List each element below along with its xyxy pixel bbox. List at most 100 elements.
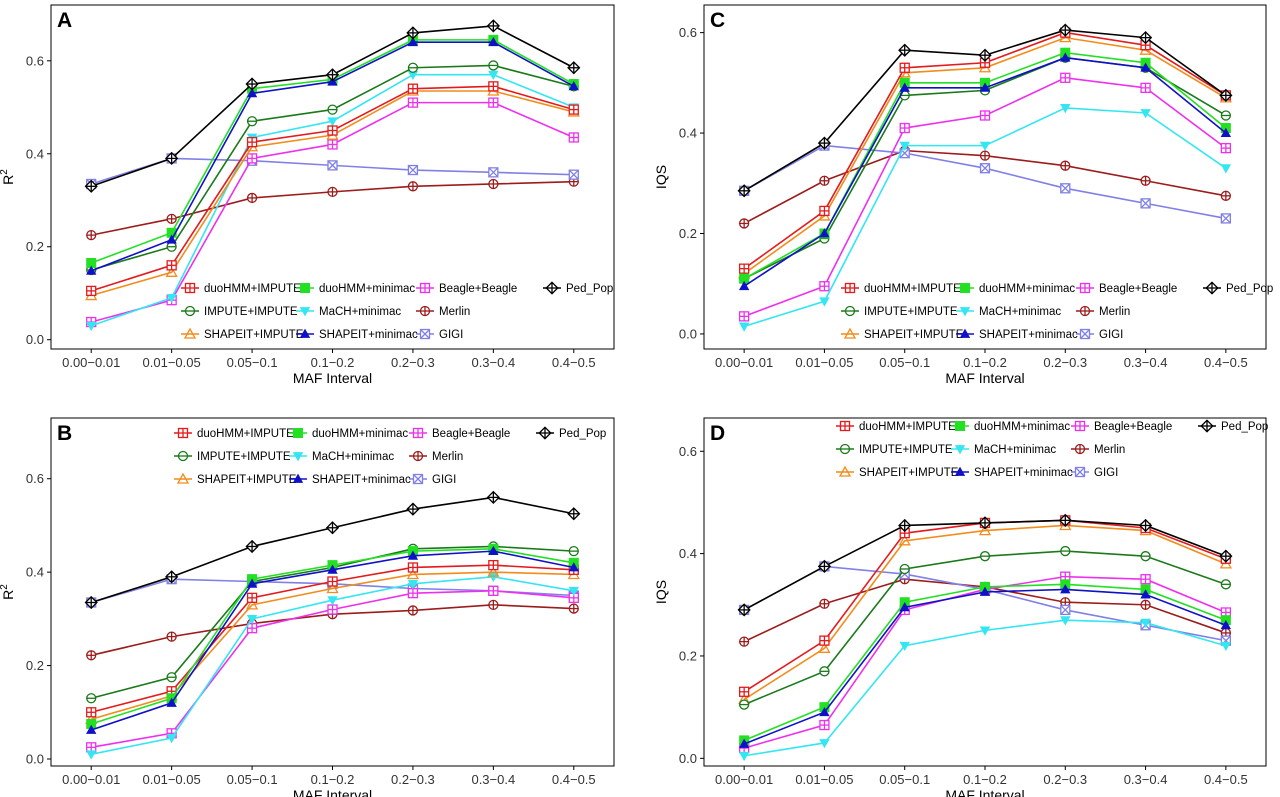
legend-swatch-marker [1205, 281, 1219, 295]
data-point [567, 61, 581, 75]
data-point [487, 565, 500, 577]
legend-swatch-marker [419, 305, 431, 317]
series-ped-pop [737, 513, 1233, 617]
y-axis-label-superscript: 2 [0, 584, 10, 590]
series-line [90, 571, 574, 721]
series-shapeit-minimac [86, 36, 579, 275]
legend-label: Merlin [432, 451, 463, 463]
legend-swatch-marker [1200, 419, 1214, 433]
data-point [407, 605, 419, 616]
legend-swatch-marker [843, 327, 857, 339]
x-tick-label: 0.00−0.01 [62, 355, 120, 370]
legend-item: Ped_Pop [536, 426, 606, 440]
x-tick-label: 0.00−0.01 [62, 772, 120, 787]
legend-label: SHAPEIT+minimac [974, 467, 1073, 479]
legend-item: duoHMM+IMPUTE [836, 420, 956, 433]
legend-item: duoHMM+minimac [296, 283, 415, 295]
data-point [819, 666, 830, 677]
data-point [86, 750, 97, 760]
data-point [899, 563, 910, 575]
y-axis-label: IQS [653, 580, 669, 604]
legend-swatch-marker [300, 283, 310, 293]
y-tick-label: 0.2 [26, 239, 44, 254]
series-duohmm-minimac [739, 579, 1231, 746]
x-axis-label: MAF Interval [293, 370, 372, 386]
data-point [407, 36, 419, 47]
plot-frame [50, 4, 615, 350]
series-shapeit-impute [85, 565, 580, 724]
legend-swatch-marker [1079, 282, 1091, 294]
data-point [407, 62, 419, 73]
data-point [1140, 198, 1151, 209]
data-point [488, 167, 499, 178]
data-point [1060, 104, 1071, 114]
y-tick-label: 0.6 [679, 444, 697, 459]
legend-swatch-marker [839, 443, 851, 455]
series-mach-minimac [86, 572, 579, 760]
data-point [1060, 584, 1071, 594]
legend-label: SHAPEIT+IMPUTE [864, 329, 964, 341]
series-line [743, 519, 1227, 693]
legend-item: Merlin [1071, 443, 1125, 456]
legend-item: SHAPEIT+minimac [296, 328, 418, 341]
legend-item: Merlin [416, 305, 470, 318]
legend: duoHMM+IMPUTE duoHMM+minimac Beagle+Beagle… [836, 419, 1268, 479]
data-point [488, 599, 499, 610]
legend-swatch-marker [412, 450, 424, 462]
legend-label: duoHMM+IMPUTE [864, 283, 961, 295]
data-point [245, 598, 259, 610]
legend-swatch-marker [1074, 443, 1086, 455]
data-point [817, 559, 832, 574]
series-beagle-beagle [738, 72, 1232, 322]
data-point [738, 738, 750, 748]
legend-label: MaCH+minimac [312, 451, 394, 463]
series-merlin [86, 176, 579, 241]
data-point [979, 586, 991, 596]
data-point [486, 19, 500, 33]
data-point [819, 228, 830, 238]
x-tick-label: 0.2−0.3 [391, 772, 435, 787]
data-point [166, 734, 177, 744]
data-point [738, 218, 750, 229]
data-point [165, 265, 178, 277]
data-point [1220, 127, 1232, 137]
legend-label: GIGI [432, 474, 456, 486]
data-point [738, 751, 750, 762]
legend-label: duoHMM+IMPUTE [197, 428, 294, 440]
data-point [567, 507, 581, 521]
legend-label: Beagle+Beagle [432, 428, 510, 440]
legend-label: Beagle+Beagle [439, 283, 517, 295]
series-line [743, 149, 1227, 225]
legend-label: SHAPEIT+minimac [319, 329, 418, 341]
data-point [898, 43, 912, 57]
data-point [738, 686, 750, 697]
data-point [737, 603, 751, 617]
x-tick-label: 0.05−0.1 [227, 355, 278, 370]
data-point [1220, 619, 1232, 630]
legend-label: Merlin [1094, 444, 1125, 456]
data-point [898, 534, 911, 546]
legend-item: IMPUTE+IMPUTE [174, 450, 291, 463]
legend-item: duoHMM+minimac [289, 428, 408, 440]
data-point [488, 545, 499, 556]
data-point [488, 70, 499, 81]
legend-swatch-marker [959, 307, 971, 317]
legend-label: duoHMM+minimac [319, 283, 415, 295]
legend-swatch-marker [960, 283, 970, 293]
data-point [245, 539, 259, 554]
data-point [86, 265, 97, 275]
data-point [819, 635, 830, 646]
chart-panel-d: D 0.0 0.2 0.4 0.6 0.00−0.01 0.01−0.05 0.05−0.1 0… [653, 417, 1268, 797]
data-point [325, 521, 340, 535]
legend-label: duoHMM+minimac [974, 421, 1070, 433]
data-point [407, 164, 419, 176]
legend-item: SHAPEIT+minimac [951, 466, 1073, 479]
legend-label: Beagle+Beagle [1094, 421, 1172, 433]
data-point [1140, 551, 1151, 562]
data-point [898, 518, 912, 533]
legend-label: GIGI [1099, 329, 1123, 341]
legend-label: Ped_Pop [1221, 421, 1268, 433]
series-line [744, 619, 1227, 757]
data-point [1140, 589, 1151, 599]
data-point [84, 179, 98, 193]
